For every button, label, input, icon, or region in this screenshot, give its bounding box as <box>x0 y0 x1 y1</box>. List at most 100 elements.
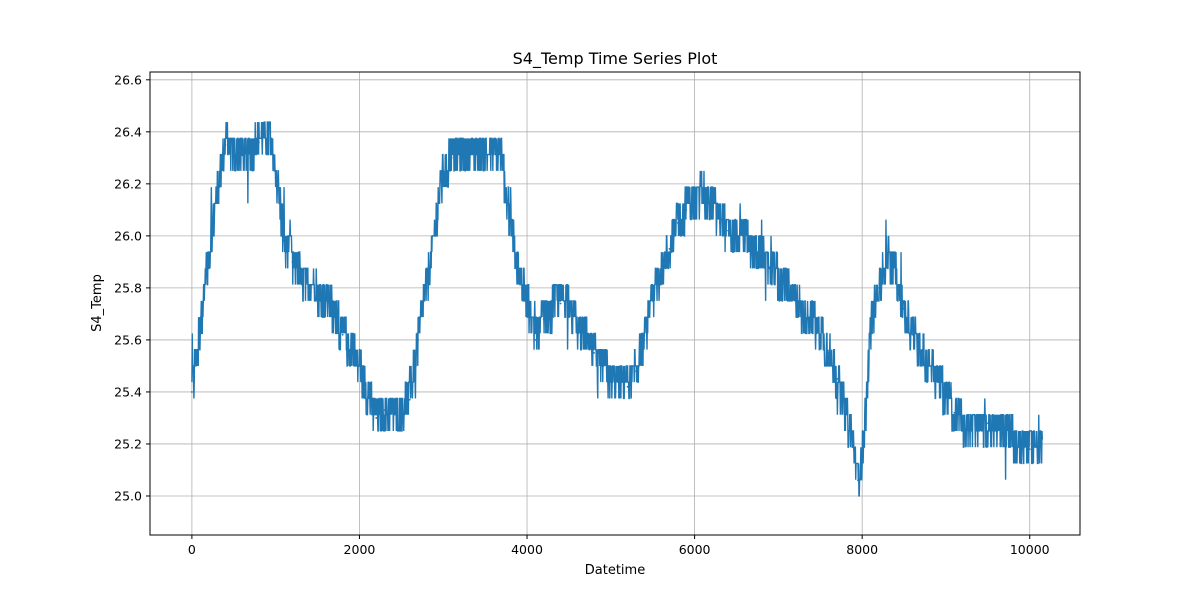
y-tick-label: 26.6 <box>114 72 142 87</box>
series-point <box>1041 437 1044 440</box>
series-point <box>995 427 998 430</box>
series-point <box>601 365 604 367</box>
series-point <box>509 221 512 224</box>
series-point <box>760 255 763 258</box>
series-point <box>308 286 311 289</box>
series-point <box>199 326 202 328</box>
series-point <box>693 195 696 198</box>
series-point <box>475 149 478 151</box>
series-point <box>266 130 269 133</box>
series-point <box>425 286 428 289</box>
series-point <box>258 141 260 144</box>
x-tick-label: 2000 <box>344 542 376 557</box>
x-tick-label: 4000 <box>511 542 543 557</box>
series-point <box>207 255 210 258</box>
series-point <box>1012 437 1014 440</box>
series-point <box>584 339 587 341</box>
chart-title: S4_Temp Time Series Plot <box>513 49 718 69</box>
y-tick-label: 25.8 <box>114 280 142 295</box>
plot-frame <box>149 71 1081 536</box>
series-point <box>593 352 595 354</box>
series-point <box>802 313 805 315</box>
series-line-s4-temp <box>191 121 1043 497</box>
series-point <box>743 240 746 242</box>
series-point <box>794 299 797 302</box>
series-point <box>542 318 545 321</box>
series-point <box>978 424 981 427</box>
y-axis-ticks: 25.0 25.2 25.4 25.6 25.8 26.0 26.2 26.4 26.6 <box>114 72 150 503</box>
x-tick-label: 8000 <box>846 542 878 557</box>
series-point <box>459 151 461 154</box>
y-tick-label: 25.6 <box>114 332 142 347</box>
series-point <box>576 326 579 328</box>
series-point <box>894 273 897 276</box>
y-tick-label: 25.4 <box>114 384 142 399</box>
series-point <box>618 383 621 386</box>
series-point <box>333 313 336 315</box>
series-point <box>769 266 771 268</box>
series-point <box>852 448 855 451</box>
series-point <box>1020 443 1023 445</box>
y-tick-label: 26.0 <box>114 228 142 243</box>
series-point <box>224 143 227 146</box>
series-point <box>810 318 813 321</box>
series-point <box>417 339 420 341</box>
series-point <box>878 286 880 289</box>
y-axis-label: S4_Temp <box>90 274 105 332</box>
series-point <box>500 162 503 164</box>
series-point <box>299 276 302 279</box>
series-point <box>400 409 403 412</box>
series-point <box>366 396 369 399</box>
series-point <box>467 154 470 157</box>
series-point <box>668 247 671 250</box>
series-point <box>1037 448 1040 451</box>
series-point <box>785 286 788 289</box>
y-tick-label: 25.2 <box>114 436 142 451</box>
series-point <box>484 146 487 149</box>
series-point <box>777 276 780 279</box>
y-tick-label: 25.0 <box>114 488 142 503</box>
series-point <box>568 307 570 310</box>
series-point <box>961 422 964 425</box>
series-point <box>865 404 868 406</box>
series-point <box>702 193 704 196</box>
series-point <box>492 149 495 151</box>
series-point <box>660 273 662 276</box>
plot-area <box>150 72 1080 535</box>
x-tick-label: 0 <box>188 542 196 557</box>
series-point <box>710 198 713 201</box>
series-layer <box>190 121 1044 497</box>
series-point <box>643 339 646 341</box>
x-tick-label: 10000 <box>1010 542 1050 557</box>
series-point <box>551 307 554 310</box>
series-point <box>433 234 436 237</box>
series-point <box>358 365 361 367</box>
series-point <box>283 240 285 242</box>
series-point <box>886 255 889 258</box>
series-point <box>676 221 679 224</box>
series-point <box>392 411 394 414</box>
series-point <box>216 195 218 198</box>
series-point <box>274 169 277 172</box>
series-point <box>232 149 235 151</box>
series-point <box>651 299 654 302</box>
series-point <box>383 409 386 412</box>
x-axis-label: Datetime <box>585 563 645 578</box>
series-point <box>861 456 864 458</box>
series-point <box>986 422 989 425</box>
series-point <box>341 333 344 336</box>
series-point <box>325 297 327 300</box>
series-point <box>827 352 830 354</box>
series-point <box>534 339 537 341</box>
series-point <box>911 333 914 336</box>
series-point <box>869 326 872 328</box>
series-point <box>408 398 411 401</box>
x-axis-ticks: 0 2000 4000 6000 8000 10000 <box>188 535 1050 557</box>
series-point <box>241 154 244 157</box>
series-point <box>526 299 528 302</box>
series-point <box>635 370 637 373</box>
series-point <box>735 234 738 237</box>
series-point <box>1028 448 1031 451</box>
series-point <box>953 411 956 414</box>
